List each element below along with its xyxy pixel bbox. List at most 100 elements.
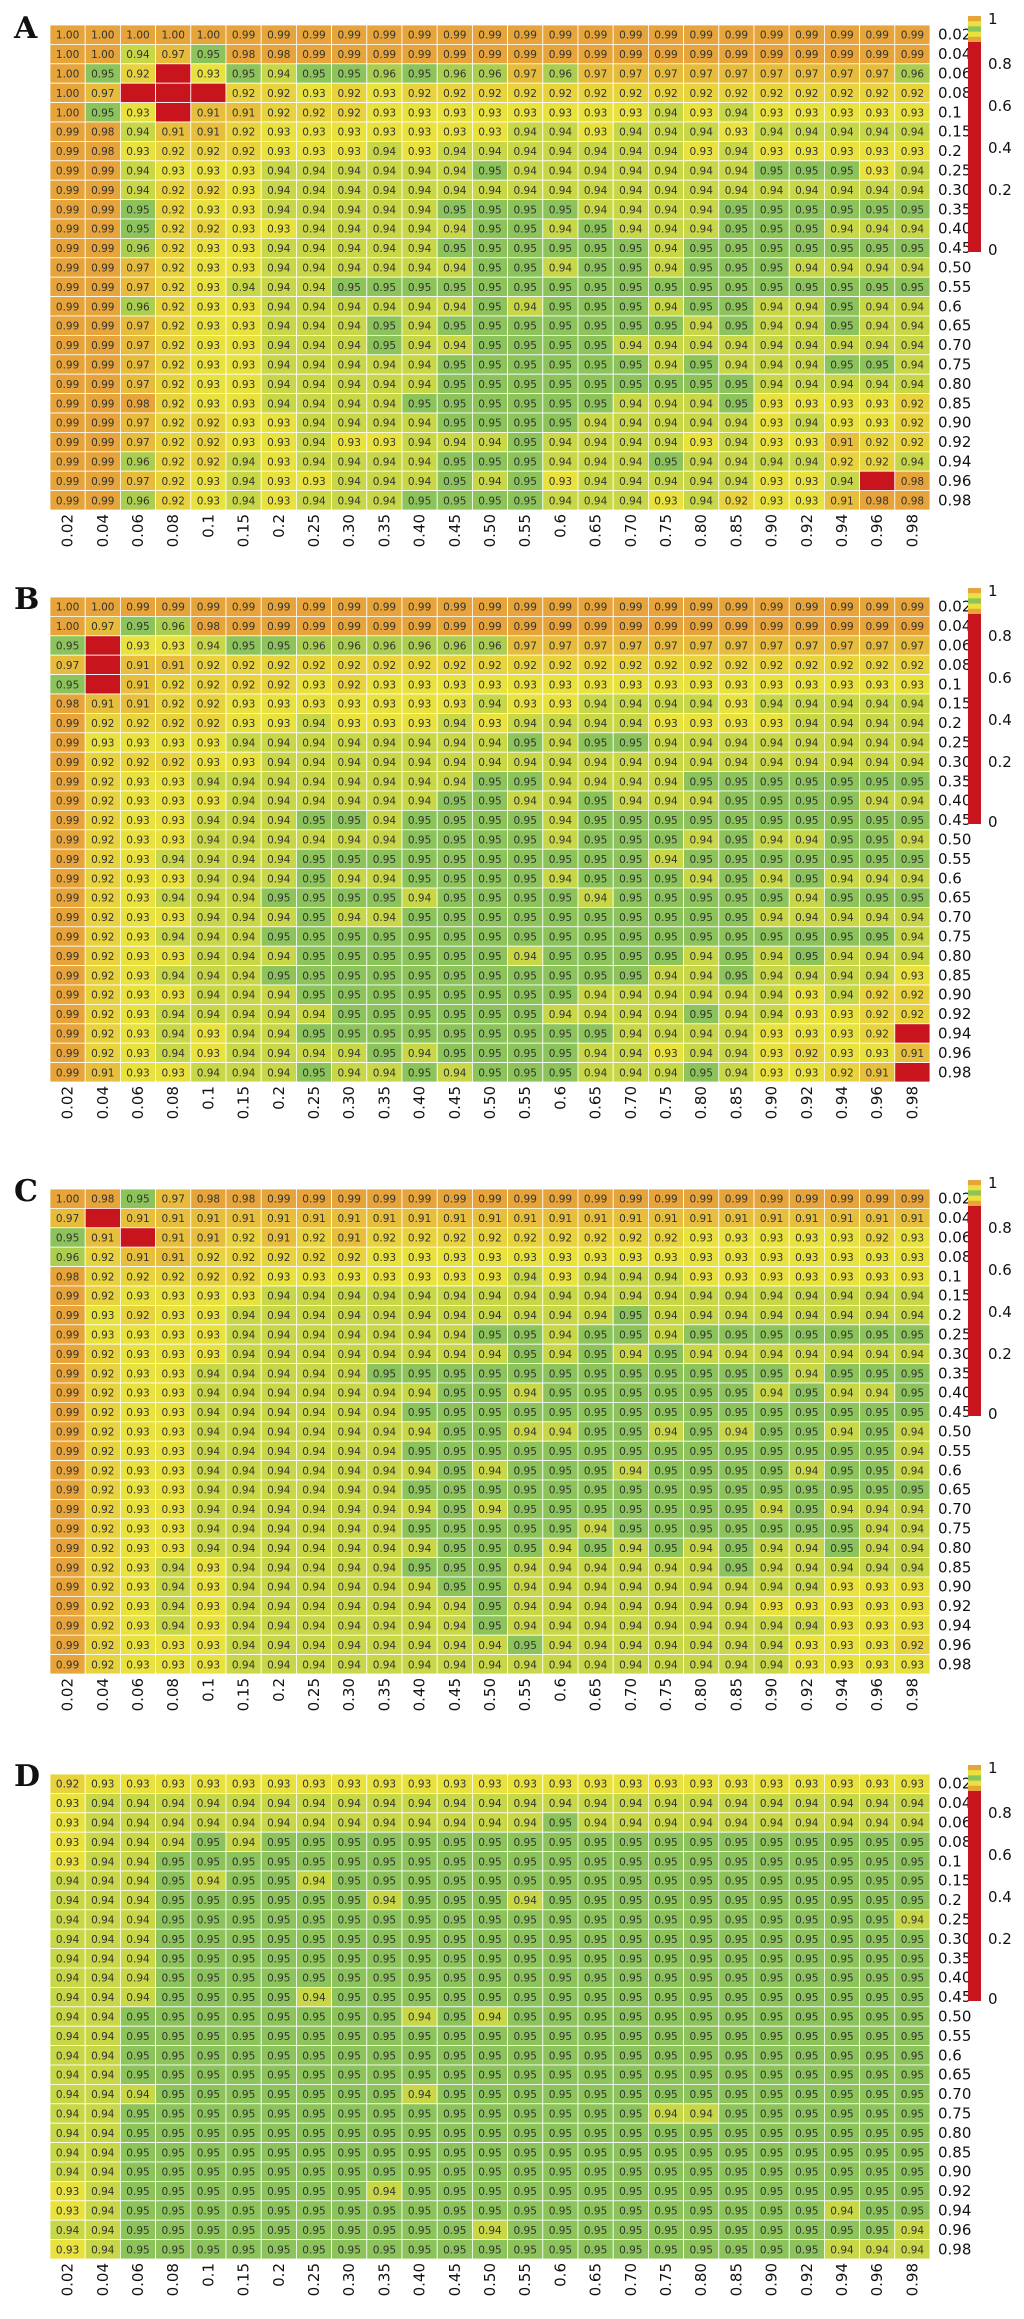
cell-value: 0.92 bbox=[302, 660, 325, 672]
heatmap-cell: 0.94 bbox=[261, 335, 296, 354]
cell-value: 0.92 bbox=[91, 776, 114, 788]
cell-value: 0.95 bbox=[760, 243, 783, 255]
cell-value: 0.94 bbox=[162, 854, 186, 866]
heatmap-cell: 0.91 bbox=[402, 1208, 437, 1227]
cell-value: 0.92 bbox=[478, 1233, 501, 1245]
heatmap-cell: 0.94 bbox=[332, 869, 367, 888]
heatmap-cell: 0.92 bbox=[860, 985, 895, 1004]
cell-value: 0.99 bbox=[302, 49, 325, 61]
heatmap-cell: 0.92 bbox=[191, 1247, 226, 1266]
heatmap-cell: 0.94 bbox=[472, 141, 507, 160]
heatmap-cell: 0.95 bbox=[578, 849, 613, 868]
cell-value: 0.94 bbox=[795, 912, 819, 924]
heatmap-cell: 0.92 bbox=[719, 83, 754, 102]
heatmap-cell: 0.97 bbox=[120, 258, 155, 277]
heatmap-cell: 0.94 bbox=[895, 946, 930, 965]
cell-value: 0.93 bbox=[338, 127, 361, 139]
cell-value: 0.95 bbox=[549, 951, 572, 963]
heatmap-cell: 0.93 bbox=[789, 432, 824, 451]
cell-value: 0.92 bbox=[584, 88, 607, 100]
column-label: 0.70 bbox=[622, 1086, 640, 1119]
cell-value: 0.93 bbox=[408, 1252, 431, 1264]
heatmap-cell: 0.94 bbox=[578, 452, 613, 471]
heatmap-cell: 0.95 bbox=[754, 1461, 789, 1480]
cell-value: 0.94 bbox=[760, 457, 784, 469]
cell-value: 0.93 bbox=[162, 1465, 185, 1477]
heatmap-cell: 0.94 bbox=[754, 946, 789, 965]
heatmap-cell: 0.95 bbox=[684, 297, 719, 316]
cell-value: 0.93 bbox=[830, 107, 853, 119]
column-label: 0.90 bbox=[763, 514, 781, 547]
cell-value: 0.95 bbox=[514, 379, 537, 391]
heatmap-cell: 0.92 bbox=[85, 888, 120, 907]
heatmap-cell: 0.95 bbox=[508, 471, 543, 490]
row-label: 0.1 bbox=[938, 675, 962, 693]
cell-value: 0.94 bbox=[830, 1291, 854, 1303]
column-label: 0.85 bbox=[727, 514, 745, 547]
cell-value: 0.94 bbox=[478, 476, 502, 488]
cell-value: 0.95 bbox=[584, 1388, 607, 1400]
heatmap-cell: 0.94 bbox=[789, 1305, 824, 1324]
cell-value: 0.92 bbox=[197, 718, 220, 730]
cell-value: 0.92 bbox=[338, 679, 361, 691]
heatmap-cell: 0.95 bbox=[648, 374, 683, 393]
heatmap-cell: 0.94 bbox=[437, 733, 472, 752]
heatmap-cell: 0.93 bbox=[261, 491, 296, 510]
heatmap-cell: 0.99 bbox=[754, 597, 789, 616]
heatmap-cell: 0.94 bbox=[367, 394, 402, 413]
cell-value: 0.94 bbox=[162, 1029, 186, 1041]
cell-value: 0.93 bbox=[514, 699, 537, 711]
heatmap-cell: 0.94 bbox=[296, 374, 331, 393]
cell-value: 0.95 bbox=[725, 951, 748, 963]
cell-value: 0.99 bbox=[443, 1194, 466, 1206]
heatmap-cell: 0.95 bbox=[613, 258, 648, 277]
heatmap-cell: 0.95 bbox=[543, 1063, 578, 1082]
cell-value: 0.93 bbox=[267, 476, 290, 488]
cell-value: 0.97 bbox=[126, 340, 149, 352]
heatmap-cell: 0.95 bbox=[860, 1422, 895, 1441]
heatmap-cell: 0.94 bbox=[191, 907, 226, 926]
cell-value: 0.94 bbox=[901, 185, 925, 197]
heatmap-cell: 0.95 bbox=[472, 869, 507, 888]
cell-value: 0.99 bbox=[56, 873, 79, 885]
cell-value: 0.95 bbox=[866, 204, 889, 216]
cell-value: 0.92 bbox=[232, 1252, 255, 1264]
cell-value: 0.95 bbox=[443, 457, 466, 469]
heatmap-cell: 0.92 bbox=[156, 297, 191, 316]
cell-value: 0.94 bbox=[267, 1291, 291, 1303]
heatmap-cell: 0.94 bbox=[367, 1063, 402, 1082]
cell-value: 0.99 bbox=[91, 418, 114, 430]
cell-value: 0.92 bbox=[162, 321, 185, 333]
heatmap-cell: 0.98 bbox=[226, 1189, 261, 1208]
cell-value: 0.94 bbox=[725, 146, 749, 158]
cell-value: 0.95 bbox=[725, 1388, 748, 1400]
heatmap-cell: 0.94 bbox=[508, 946, 543, 965]
heatmap-cell: 0.93 bbox=[402, 1267, 437, 1286]
cell-value: 0.93 bbox=[197, 1029, 220, 1041]
heatmap-cell: 0.94 bbox=[648, 1305, 683, 1324]
cell-value: 0.93 bbox=[126, 1291, 149, 1303]
heatmap-cell: 0.95 bbox=[578, 335, 613, 354]
heatmap-cell: 0.99 bbox=[613, 616, 648, 635]
heatmap-cell: 0.95 bbox=[860, 1402, 895, 1421]
cell-value: 0.94 bbox=[690, 970, 714, 982]
cell-value: 0.95 bbox=[408, 835, 431, 847]
cell-value: 0.94 bbox=[373, 835, 397, 847]
heatmap-cell: 0.95 bbox=[402, 966, 437, 985]
cell-value: 0.93 bbox=[232, 718, 255, 730]
heatmap-cell: 0.92 bbox=[789, 655, 824, 674]
heatmap-cell: 0.92 bbox=[648, 83, 683, 102]
cell-value: 0.99 bbox=[91, 301, 114, 313]
cell-value: 0.97 bbox=[795, 69, 818, 81]
heatmap-cell: 0.95 bbox=[684, 1325, 719, 1344]
heatmap-cell: 0.97 bbox=[120, 316, 155, 335]
heatmap-cell: 0.93 bbox=[156, 1305, 191, 1324]
cell-value: 0.91 bbox=[654, 1213, 677, 1225]
heatmap-cell: 0.93 bbox=[226, 316, 261, 335]
cell-value: 0.99 bbox=[373, 1194, 396, 1206]
cell-value: 0.93 bbox=[197, 1349, 220, 1361]
cell-value: 0.92 bbox=[232, 146, 255, 158]
cell-value: 0.91 bbox=[760, 1213, 783, 1225]
cell-value: 0.98 bbox=[56, 699, 79, 711]
cell-value: 0.99 bbox=[56, 1029, 79, 1041]
